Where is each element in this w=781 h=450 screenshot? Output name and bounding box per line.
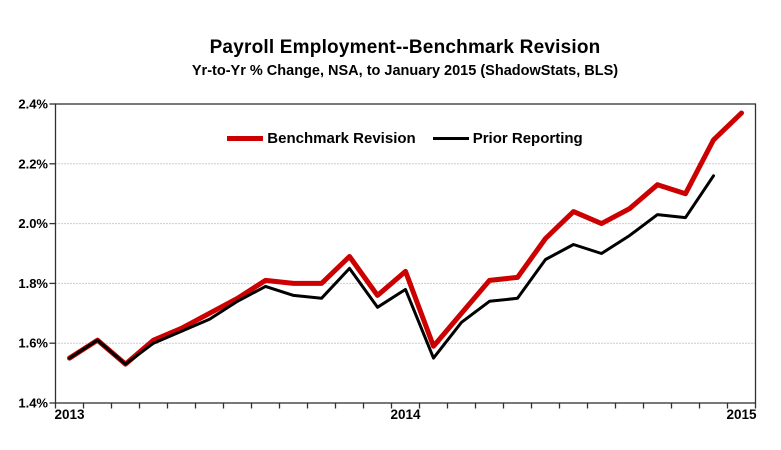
series-line-benchmark-revision: [67, 110, 744, 367]
legend-swatch-benchmark-revision: [227, 135, 264, 141]
y-tick-label: 2.0%: [18, 216, 48, 231]
x-tick-label: 2013: [54, 407, 85, 422]
legend-swatch-prior-reporting: [432, 136, 469, 140]
chart-title: Payroll Employment--Benchmark Revision: [209, 37, 601, 58]
y-tick-label: 2.4%: [18, 97, 48, 112]
y-tick-label: 1.8%: [18, 276, 48, 291]
legend-item-benchmark-revision: Benchmark Revision: [227, 129, 416, 147]
legend-label-benchmark-revision: Benchmark Revision: [267, 129, 416, 147]
x-tick-label: 2015: [726, 407, 757, 422]
chart-header: Payroll Employment--Benchmark Revision Y…: [55, 37, 755, 80]
legend: Benchmark Revision Prior Reporting: [55, 127, 755, 149]
y-tick-label: 2.2%: [18, 156, 48, 171]
y-tick-label: 1.4%: [18, 396, 48, 411]
legend-item-prior-reporting: Prior Reporting: [432, 129, 583, 147]
plot-border: [54, 103, 757, 404]
x-tick-label: 2014: [390, 407, 421, 422]
y-tick-label: 1.6%: [18, 336, 48, 351]
chart-subtitle: Yr-to-Yr % Change, NSA, to January 2015 …: [191, 63, 619, 79]
series-line-prior-reporting: [68, 174, 715, 366]
legend-label-prior-reporting: Prior Reporting: [472, 129, 583, 147]
